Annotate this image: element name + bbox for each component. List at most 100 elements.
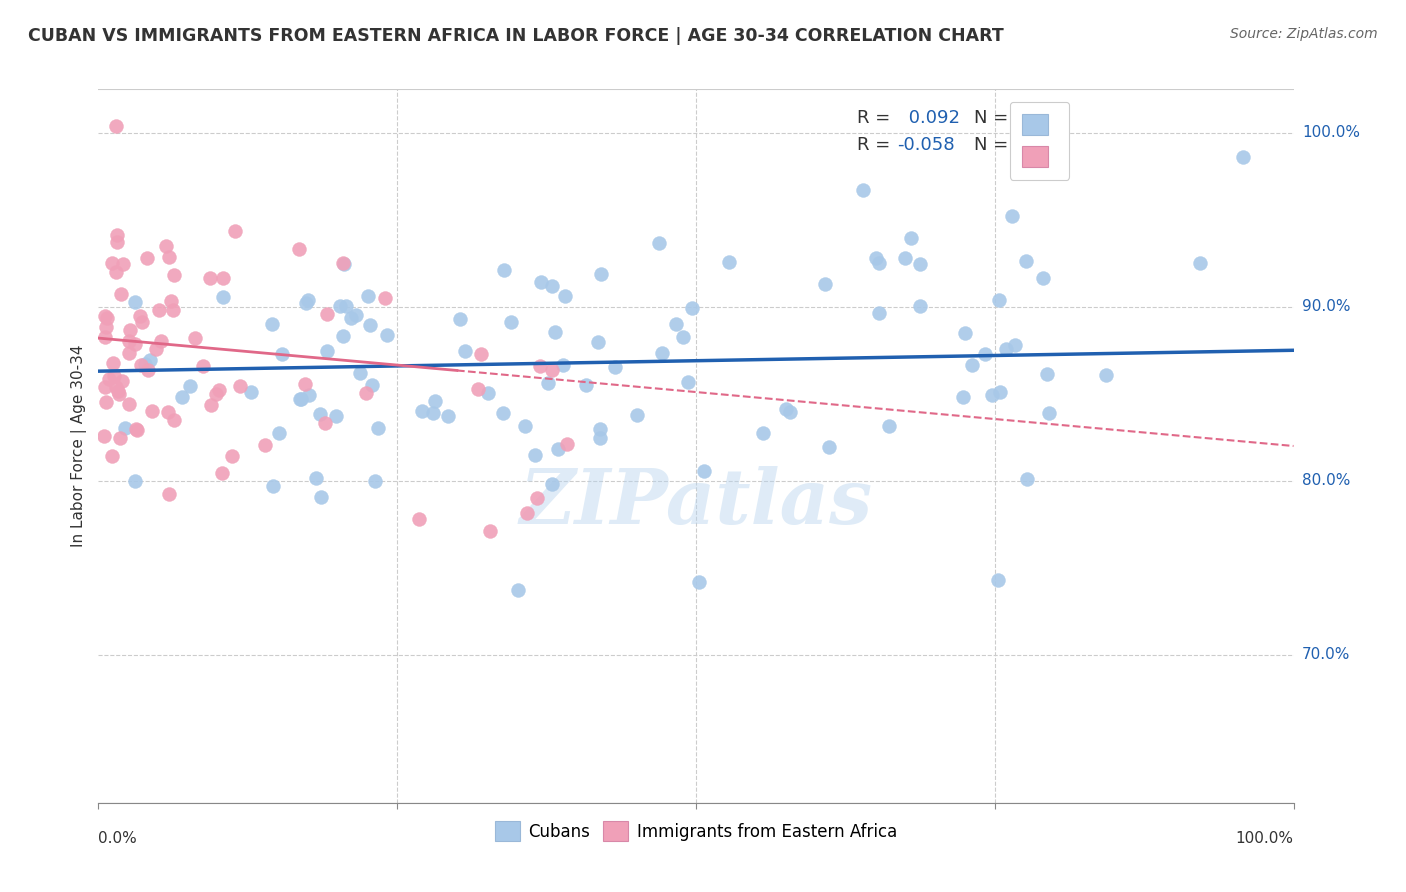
Point bbox=[329, 299, 352, 313]
Point bbox=[437, 409, 460, 424]
Point bbox=[309, 407, 332, 421]
Point bbox=[589, 431, 612, 445]
Text: 100.0%: 100.0% bbox=[1236, 830, 1294, 846]
Point bbox=[626, 408, 648, 422]
Point bbox=[162, 303, 184, 318]
Point bbox=[586, 335, 609, 350]
Point bbox=[128, 309, 150, 323]
Text: 100.0%: 100.0% bbox=[1302, 125, 1360, 140]
Point bbox=[987, 293, 1010, 308]
Point bbox=[363, 474, 385, 488]
Point bbox=[94, 330, 117, 344]
Point bbox=[648, 235, 671, 250]
Legend: Cubans, Immigrants from Eastern Africa: Cubans, Immigrants from Eastern Africa bbox=[488, 814, 904, 848]
Point bbox=[294, 296, 316, 310]
Point bbox=[108, 386, 131, 401]
Point bbox=[603, 359, 626, 374]
Point bbox=[717, 255, 740, 269]
Point bbox=[160, 293, 183, 308]
Point bbox=[1004, 338, 1026, 352]
Point bbox=[344, 308, 367, 322]
Text: 90.0%: 90.0% bbox=[1302, 299, 1350, 314]
Text: 0.0%: 0.0% bbox=[98, 830, 138, 846]
Point bbox=[149, 334, 172, 349]
Point bbox=[325, 409, 347, 423]
Point bbox=[877, 419, 900, 434]
Point bbox=[1095, 368, 1118, 382]
Point bbox=[541, 362, 564, 376]
Point bbox=[470, 347, 492, 361]
Point bbox=[198, 270, 221, 285]
Point bbox=[555, 437, 578, 451]
Point bbox=[111, 375, 134, 389]
Point bbox=[987, 573, 1010, 587]
Point bbox=[157, 250, 180, 264]
Point bbox=[952, 390, 974, 404]
Point bbox=[290, 392, 312, 406]
Point bbox=[375, 328, 398, 343]
Point bbox=[688, 575, 710, 590]
Point bbox=[118, 323, 141, 337]
Point bbox=[423, 394, 446, 409]
Point bbox=[962, 359, 984, 373]
Point bbox=[211, 467, 233, 481]
Point bbox=[288, 242, 311, 256]
Point bbox=[553, 359, 575, 373]
Point bbox=[294, 376, 316, 391]
Point bbox=[297, 293, 319, 307]
Point bbox=[575, 378, 598, 392]
Point bbox=[105, 227, 128, 242]
Point bbox=[865, 252, 887, 266]
Point bbox=[422, 406, 444, 420]
Point bbox=[124, 295, 146, 310]
Point bbox=[96, 310, 118, 325]
Point bbox=[101, 255, 124, 269]
Point bbox=[1036, 368, 1059, 382]
Point bbox=[1232, 150, 1254, 164]
Point bbox=[681, 301, 703, 315]
Point bbox=[136, 363, 159, 377]
Point bbox=[492, 406, 515, 420]
Point bbox=[96, 319, 118, 334]
Point bbox=[184, 331, 207, 345]
Point bbox=[316, 344, 339, 359]
Point bbox=[588, 422, 610, 436]
Point bbox=[1032, 271, 1054, 285]
Point bbox=[179, 378, 201, 392]
Point bbox=[547, 442, 569, 457]
Point bbox=[499, 315, 522, 329]
Point bbox=[544, 325, 567, 339]
Point bbox=[479, 524, 502, 538]
Point bbox=[191, 359, 214, 374]
Point bbox=[94, 380, 117, 394]
Point bbox=[254, 437, 277, 451]
Point bbox=[530, 275, 553, 289]
Point bbox=[367, 421, 389, 435]
Point bbox=[360, 378, 382, 392]
Point bbox=[541, 279, 564, 293]
Point bbox=[162, 412, 184, 426]
Point bbox=[111, 256, 134, 270]
Point bbox=[1188, 256, 1211, 270]
Point bbox=[314, 416, 336, 430]
Text: 0.092: 0.092 bbox=[903, 109, 960, 128]
Point bbox=[974, 347, 997, 361]
Point bbox=[141, 404, 163, 418]
Point bbox=[262, 317, 284, 331]
Point bbox=[900, 231, 922, 245]
Point bbox=[506, 583, 529, 598]
Point bbox=[103, 369, 125, 384]
Point bbox=[105, 265, 128, 279]
Point bbox=[155, 239, 177, 253]
Point bbox=[135, 251, 157, 265]
Point bbox=[515, 419, 537, 434]
Point bbox=[110, 431, 132, 445]
Point bbox=[814, 277, 837, 291]
Point bbox=[1015, 254, 1038, 268]
Point bbox=[212, 271, 235, 285]
Point bbox=[333, 257, 356, 271]
Point bbox=[374, 291, 396, 305]
Point bbox=[229, 379, 252, 393]
Point bbox=[104, 119, 127, 133]
Point bbox=[589, 268, 612, 282]
